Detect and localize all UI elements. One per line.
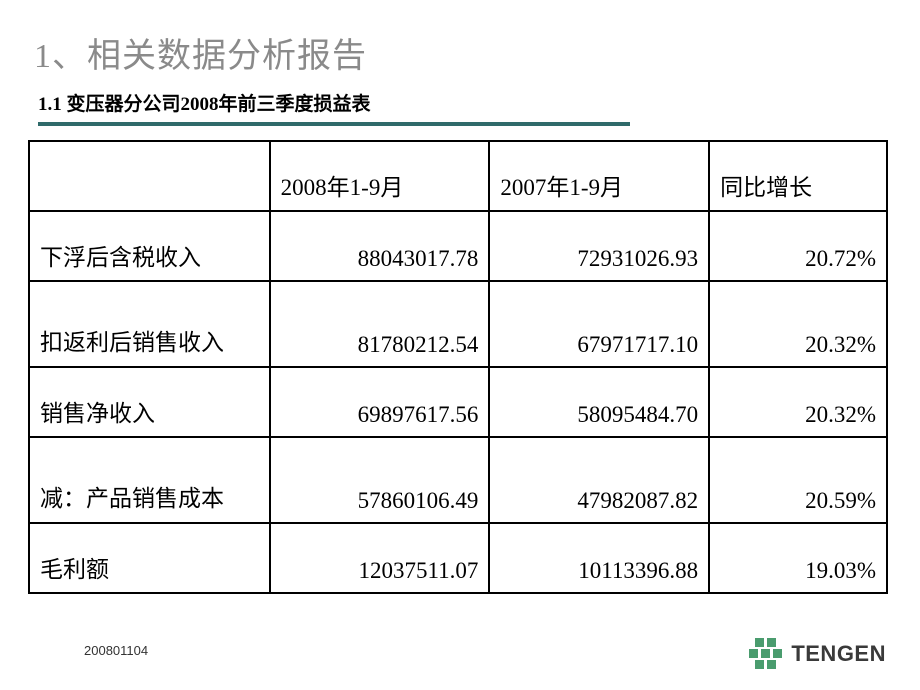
profit-loss-table: 2008年1-9月 2007年1-9月 同比增长 下浮后含税收入 8804301… — [28, 140, 888, 594]
table-header-row: 2008年1-9月 2007年1-9月 同比增长 — [29, 141, 887, 211]
page-title: 1、相关数据分析报告 — [34, 28, 886, 77]
header-cell: 2008年1-9月 — [270, 141, 490, 211]
data-cell: 72931026.93 — [489, 211, 709, 281]
company-logo: TENGEN — [749, 638, 886, 670]
header-cell: 同比增长 — [709, 141, 887, 211]
table-row: 扣返利后销售收入 81780212.54 67971717.10 20.32% — [29, 281, 887, 367]
header-cell — [29, 141, 270, 211]
row-label: 销售净收入 — [29, 367, 270, 437]
data-cell: 47982087.82 — [489, 437, 709, 523]
logo-mark-icon — [749, 638, 785, 670]
row-label: 扣返利后销售收入 — [29, 281, 270, 367]
logo-text: TENGEN — [791, 641, 886, 667]
divider-line — [38, 122, 630, 126]
header-cell: 2007年1-9月 — [489, 141, 709, 211]
row-label: 下浮后含税收入 — [29, 211, 270, 281]
table-row: 毛利额 12037511.07 10113396.88 19.03% — [29, 523, 887, 593]
data-cell: 20.32% — [709, 281, 887, 367]
table-row: 销售净收入 69897617.56 58095484.70 20.32% — [29, 367, 887, 437]
data-cell: 20.32% — [709, 367, 887, 437]
data-cell: 12037511.07 — [270, 523, 490, 593]
data-cell: 88043017.78 — [270, 211, 490, 281]
table-row: 下浮后含税收入 88043017.78 72931026.93 20.72% — [29, 211, 887, 281]
section-subtitle: 1.1 变压器分公司2008年前三季度损益表 — [38, 89, 886, 116]
data-cell: 58095484.70 — [489, 367, 709, 437]
footer-date: 200801104 — [84, 643, 148, 658]
data-cell: 19.03% — [709, 523, 887, 593]
slide-container: 1、相关数据分析报告 1.1 变压器分公司2008年前三季度损益表 2008年1… — [0, 0, 920, 690]
table-row: 减：产品销售成本 57860106.49 47982087.82 20.59% — [29, 437, 887, 523]
data-cell: 20.59% — [709, 437, 887, 523]
row-label: 毛利额 — [29, 523, 270, 593]
data-cell: 20.72% — [709, 211, 887, 281]
data-cell: 67971717.10 — [489, 281, 709, 367]
row-label: 减：产品销售成本 — [29, 437, 270, 523]
data-cell: 57860106.49 — [270, 437, 490, 523]
data-cell: 69897617.56 — [270, 367, 490, 437]
data-cell: 10113396.88 — [489, 523, 709, 593]
data-cell: 81780212.54 — [270, 281, 490, 367]
